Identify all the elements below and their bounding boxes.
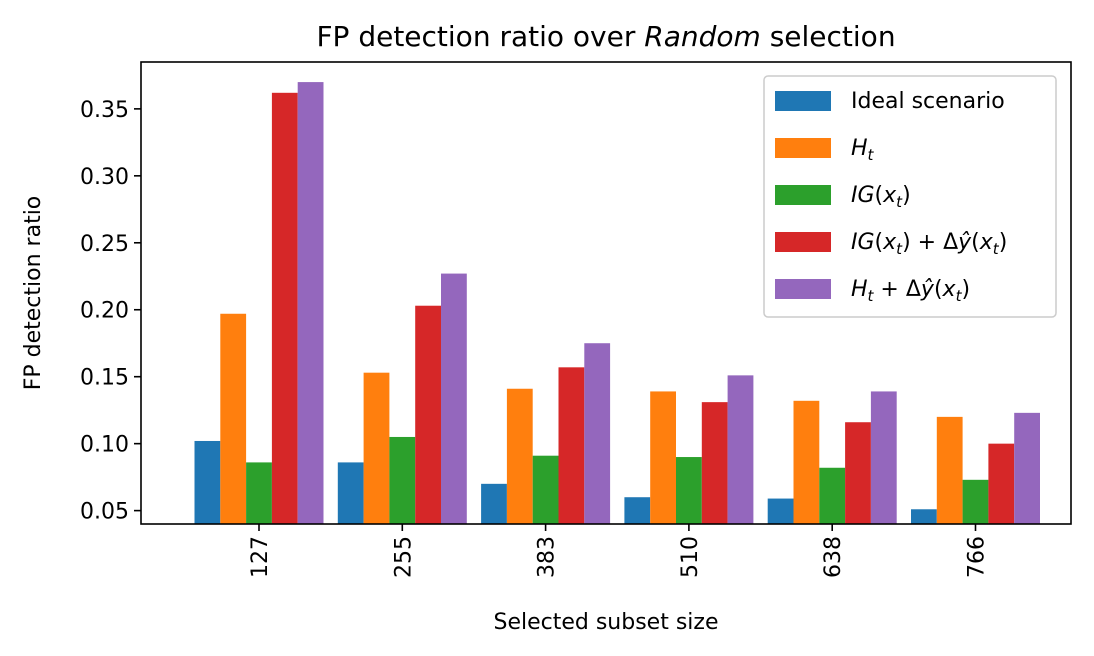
legend-swatch-h-t-x-t [775, 279, 831, 299]
bar-ig-x-t-766 [962, 479, 989, 524]
bar-h-t-x-t-127 [297, 82, 324, 524]
y-tick-label: 0.15 [80, 366, 129, 391]
legend-label-ig-x-t: IG(xt​) [851, 183, 911, 211]
y-tick-label: 0.05 [80, 500, 129, 525]
bar-ideal-scenario-638 [767, 498, 794, 524]
bar-ig-x-t-x-t-255 [415, 305, 441, 524]
bar-ideal-scenario-383 [481, 483, 507, 524]
bar-h-t-383 [506, 388, 533, 524]
bar-ig-x-t-510 [676, 457, 702, 524]
x-axis: 127 255 383 510 638 766 [248, 524, 990, 578]
bar-ig-x-t-255 [389, 436, 416, 524]
x-tick-label-510: 510 [678, 536, 703, 578]
legend-label-ig-x-t-x-t: IG(xt​) + Δŷ(xt​) [851, 230, 1007, 258]
legend-swatch-ig-x-t-x-t [775, 232, 831, 252]
bar-h-t-x-t-383 [584, 343, 611, 524]
legend-label-h-t-x-t: Ht​ + Δŷ(xt​) [851, 277, 970, 305]
y-tick-label: 0.20 [80, 299, 129, 324]
y-axis-label: FP detection ratio [21, 196, 46, 391]
bar-ideal-scenario-510 [624, 497, 651, 524]
y-tick-label: 0.25 [80, 232, 129, 257]
bar-h-t-638 [793, 400, 820, 524]
legend-box [763, 75, 1057, 318]
y-axis: 0.05 0.10 0.15 0.20 0.25 0.30 0.35 [80, 98, 141, 525]
x-tick-label-638: 638 [821, 536, 846, 578]
y-tick-label: 0.10 [80, 433, 129, 458]
plot-frame [140, 61, 1072, 525]
bar-h-t-x-t-255 [441, 273, 467, 524]
legend-label-ideal-scenario: Ideal scenario [851, 89, 1005, 114]
bar-ideal-scenario-766 [911, 509, 937, 524]
bar-h-t-127 [220, 313, 247, 524]
x-tick-label-383: 383 [535, 536, 560, 578]
bar-ig-x-t-x-t-510 [701, 402, 728, 524]
bar-ideal-scenario-127 [194, 440, 221, 524]
x-axis-label: Selected subset size [493, 610, 718, 635]
y-tick-label: 0.35 [80, 98, 129, 123]
bar-ig-x-t-383 [532, 455, 559, 524]
bar-h-t-510 [650, 391, 676, 524]
bar-h-t-x-t-638 [870, 391, 897, 524]
legend-swatch-ig-x-t [775, 185, 831, 205]
x-tick-label-255: 255 [391, 536, 416, 578]
bar-h-t-x-t-510 [727, 375, 754, 524]
bar-ideal-scenario-255 [337, 462, 364, 524]
chart-title: FP detection ratio over Random selection [316, 20, 895, 53]
bar-ig-x-t-x-t-638 [845, 422, 871, 524]
legend-swatch-ideal-scenario [775, 91, 831, 111]
legend-swatch-h-t [775, 138, 831, 158]
bar-ig-x-t-x-t-383 [558, 367, 585, 524]
y-tick-label: 0.30 [80, 165, 129, 190]
bar-ig-x-t-638 [819, 467, 846, 524]
bar-ig-x-t-x-t-127 [271, 92, 298, 525]
x-tick-label-127: 127 [248, 536, 273, 578]
bar-h-t-x-t-766 [1014, 412, 1040, 524]
legend: Ideal scenario Ht​ IG(xt​) IG(xt​) + Δŷ(xt​… [763, 75, 1057, 318]
bar-h-t-255 [363, 372, 390, 524]
x-tick-label-766: 766 [965, 536, 990, 578]
bar-ig-x-t-x-t-766 [988, 443, 1015, 524]
bar-ig-x-t-127 [246, 462, 272, 524]
bar-h-t-766 [936, 416, 963, 524]
bars-group [194, 82, 1040, 525]
legend-label-h-t: Ht​ [851, 136, 875, 164]
